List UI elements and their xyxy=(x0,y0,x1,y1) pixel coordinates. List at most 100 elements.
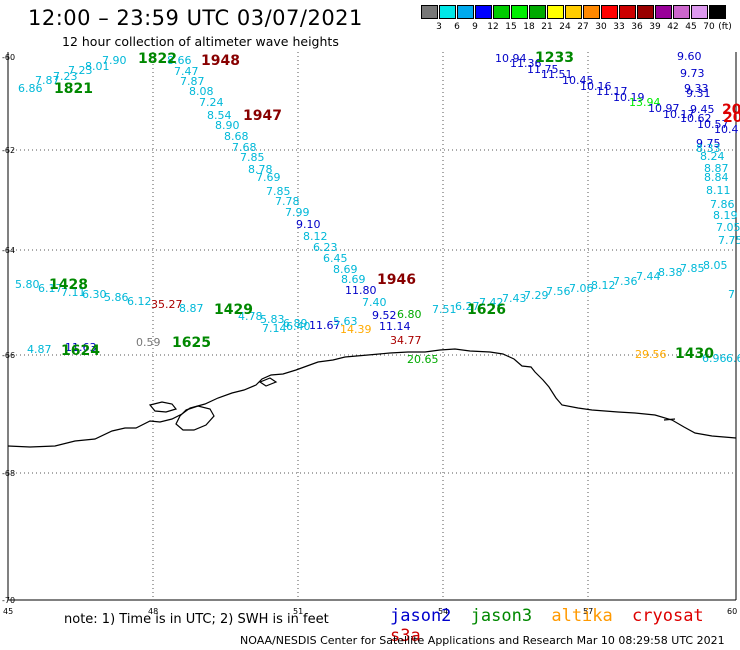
obs-label: 6.96 xyxy=(702,352,727,365)
pass-time-label: 1428 xyxy=(49,277,88,293)
colorbar-swatch xyxy=(547,5,564,19)
obs-label: 7.85 xyxy=(680,262,705,275)
obs-label: 9.60 xyxy=(677,50,702,63)
obs-label: 7.24 xyxy=(199,96,224,109)
colorbar-tick: 6 xyxy=(454,22,460,32)
satellite-altika: altika xyxy=(551,606,613,626)
satellite-legend: jason2 jason3 altika cryosat s3a xyxy=(390,606,740,646)
obs-label: 7.43 xyxy=(502,292,527,305)
lat-label: -62 xyxy=(2,146,15,155)
lat-label: -70 xyxy=(2,596,15,605)
colorbar-tick: 18 xyxy=(523,22,535,32)
colorbar-swatch xyxy=(475,5,492,19)
obs-label: 6.86 xyxy=(18,82,43,95)
wave-height-observations: 7.90 8.01 7.23 7.23 7.87 6.86 8.66 7.47 … xyxy=(15,50,740,366)
obs-label: 7.42 xyxy=(479,296,504,309)
colorbar-tick: 21 xyxy=(541,22,553,32)
obs-label: 9.75 xyxy=(696,137,721,150)
obs-label: 10.19 xyxy=(613,91,645,104)
obs-label: 35.27 xyxy=(151,298,183,311)
obs-label: 8.19 xyxy=(713,209,738,222)
pass-time-label: 1233 xyxy=(535,50,574,66)
lat-label: -60 xyxy=(2,53,15,62)
pass-time-label: 1429 xyxy=(214,302,253,318)
pass-time-label: 1821 xyxy=(54,81,93,97)
obs-label: 4.78 xyxy=(238,310,263,323)
lon-label: 57 xyxy=(583,607,593,616)
pass-time-label: 1430 xyxy=(675,346,714,362)
obs-label: 7.05 xyxy=(716,221,740,234)
obs-label: 0.59 xyxy=(136,336,161,349)
lon-label: 60 xyxy=(727,607,737,616)
obs-label: 8.54 xyxy=(207,109,232,122)
lon-label: 45 xyxy=(3,607,13,616)
obs-label: 10.57 xyxy=(697,118,729,131)
obs-label: 7.36 xyxy=(613,275,638,288)
colorbar-swatch xyxy=(619,5,636,19)
obs-label: 7.51 xyxy=(432,303,457,316)
obs-label: 11.67 xyxy=(309,319,341,332)
obs-label: 7.87 xyxy=(35,74,60,87)
obs-label: 7.23 xyxy=(68,64,93,77)
obs-label: 10.62 xyxy=(680,112,712,125)
colorbar-swatch xyxy=(673,5,690,19)
obs-label: 7.44 xyxy=(636,270,661,283)
colorbar-unit: (ft) xyxy=(718,22,732,32)
obs-label: 7 xyxy=(728,288,735,301)
colorbar-swatch xyxy=(691,5,708,19)
obs-label: 8.84 xyxy=(704,171,729,184)
obs-label: 7.99 xyxy=(285,206,310,219)
satellite-cryosat: cryosat xyxy=(632,606,704,626)
obs-label: 11.75 xyxy=(527,63,559,76)
pass-time-label: 1626 xyxy=(467,302,506,318)
lon-label: 51 xyxy=(293,607,303,616)
obs-label: 29.56 xyxy=(635,348,667,361)
obs-label: 8.11 xyxy=(706,184,731,197)
obs-label: 9.73 xyxy=(680,67,705,80)
obs-label: 9.33 xyxy=(684,82,709,95)
obs-label: 13.94 xyxy=(629,96,661,109)
obs-label: 34.77 xyxy=(390,334,422,347)
obs-label: 7.11 xyxy=(61,286,86,299)
obs-label: 6.40 xyxy=(286,320,311,333)
colorbar-swatch xyxy=(601,5,618,19)
obs-label: 10.97 xyxy=(648,102,680,115)
obs-label: 7.90 xyxy=(102,54,127,67)
obs-label: 7.85 xyxy=(266,185,291,198)
obs-label: 6.12 xyxy=(127,295,152,308)
footnote: note: 1) Time is in UTC; 2) SWH is in fe… xyxy=(64,612,329,627)
colorbar-tick: 45 xyxy=(685,22,697,32)
colorbar-tick: 36 xyxy=(631,22,643,32)
satellite-jason2: jason2 xyxy=(390,606,452,626)
pass-time-label: 1822 xyxy=(138,51,177,67)
colorbar-swatch xyxy=(493,5,510,19)
obs-label: 11.80 xyxy=(345,284,377,297)
pass-time-label: 20 xyxy=(723,110,740,126)
obs-label: 6.80 xyxy=(397,308,422,321)
colorbar-swatch xyxy=(421,5,438,19)
obs-label: 9.10 xyxy=(296,218,321,231)
obs-label: 7.68 xyxy=(232,141,257,154)
obs-label: 8.01 xyxy=(85,60,110,73)
colorbar-swatch xyxy=(457,5,474,19)
obs-label: 10.45 xyxy=(562,74,594,87)
lat-label: -66 xyxy=(2,351,15,360)
colorbar-tick: 27 xyxy=(577,22,589,32)
obs-label: 11.17 xyxy=(596,85,628,98)
obs-label: 7.86 xyxy=(710,198,735,211)
colorbar-swatch xyxy=(511,5,528,19)
pass-time-label: 1946 xyxy=(377,272,416,288)
small-island-outline xyxy=(258,377,676,421)
obs-label: 7.47 xyxy=(174,65,199,78)
obs-label: 7.87 xyxy=(180,75,205,88)
lon-label: 54 xyxy=(438,607,448,616)
obs-label: 5.63 xyxy=(333,315,358,328)
graticule xyxy=(8,52,736,600)
colorbar-tick: 42 xyxy=(667,22,679,32)
obs-label: 8.66 xyxy=(167,54,192,67)
colorbar-tick: 24 xyxy=(559,22,571,32)
obs-label: 6.89 xyxy=(283,317,308,330)
pass-time-label: 1624 xyxy=(61,343,100,359)
island-outline xyxy=(148,401,215,431)
obs-label: 7.06 xyxy=(569,282,594,295)
